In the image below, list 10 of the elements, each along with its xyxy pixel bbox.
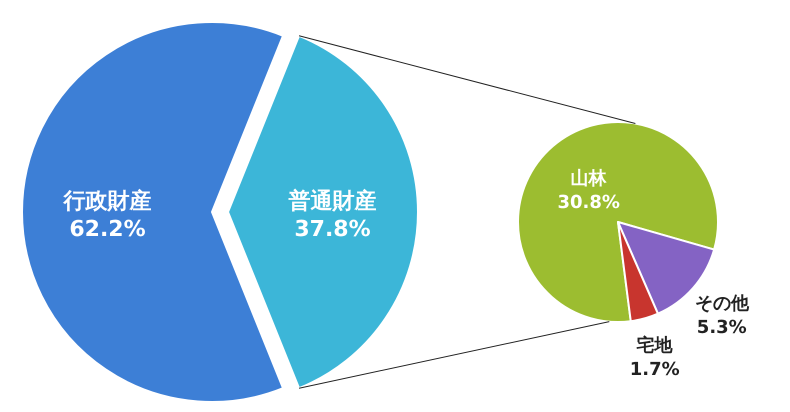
slice-label: その他 (694, 292, 750, 314)
data-label: 1.7% (630, 359, 680, 380)
data-label: 62.2% (69, 217, 146, 242)
data-label: 37.8% (294, 217, 371, 242)
data-label: 30.8% (557, 192, 620, 213)
data-label: 5.3% (696, 316, 747, 338)
slice-label: 宅地 (636, 335, 674, 356)
slice-label: 普通財産 (288, 188, 376, 214)
slice-label: 行政財産 (62, 188, 152, 214)
slice-label: 山林 (570, 168, 608, 189)
